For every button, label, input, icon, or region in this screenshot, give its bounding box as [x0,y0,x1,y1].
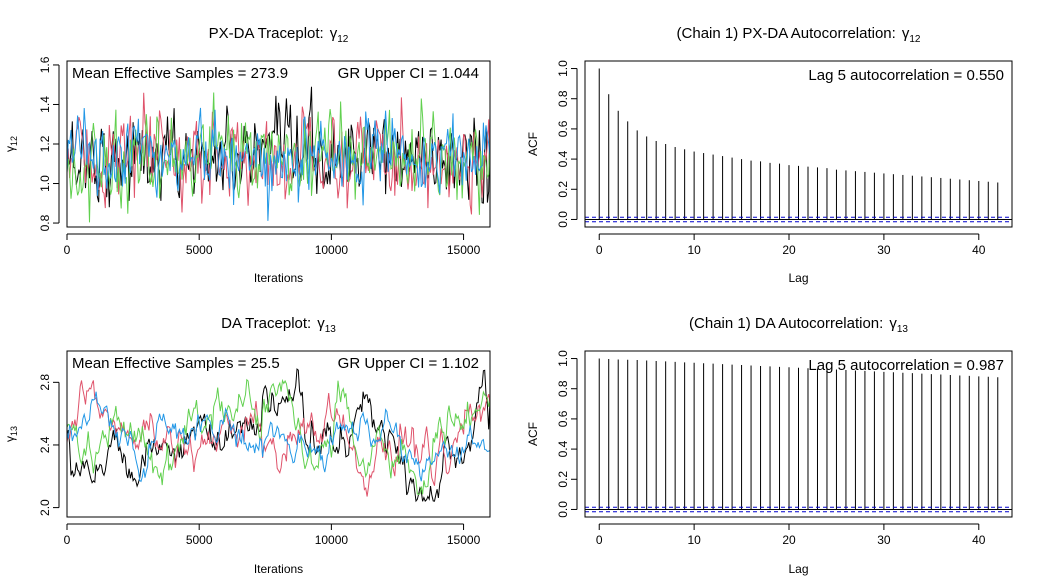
x-tick-label: 15000 [447,533,481,547]
lag5-autocorrelation-text: Lag 5 autocorrelation = 0.987 [808,357,1004,374]
x-tick-label: 5000 [186,533,213,547]
plot-frame [66,60,491,228]
y-tick-label: 0.6 [556,120,570,137]
y-tick-label: 1.2 [38,135,52,152]
title-symbol: γ [317,315,325,332]
y-tick-label: 0.0 [556,211,570,228]
x-tick-label: 0 [64,533,71,547]
y-tick-label: 0.2 [556,181,570,198]
chart-title: (Chain 1) PX-DA Autocorrelation: γ12 [677,25,921,45]
x-tick-label: 5000 [186,243,213,257]
chart-title: DA Traceplot: γ13 [221,315,336,335]
title-subscript: 12 [909,34,921,45]
y-tick-label: 0.2 [556,471,570,488]
panel-acf_da: (Chain 1) DA Autocorrelation: γ13 0 10 20 30 4… [526,315,1013,576]
x-tick-label: 20 [782,243,796,257]
gr-upper-ci-text: GR Upper CI = 1.044 [338,65,479,82]
x-tick-label: 40 [972,243,986,257]
y-tick-label: 1.4 [38,96,52,113]
trace-series-4 [66,107,491,221]
y-tick-label: 0.4 [556,440,570,457]
x-tick-label: 30 [877,533,891,547]
title-subscript: 13 [897,324,909,335]
y-tick-label: 2.4 [38,436,52,453]
y-tick-label: 0.8 [38,214,52,231]
y-axis-symbol: γ [3,146,17,152]
panel-acf_px_da: (Chain 1) PX-DA Autocorrelation: γ12 0 10 20… [526,25,1013,285]
trace-series-3 [66,378,491,496]
y-tick-label: 1.0 [556,350,570,367]
plot-frame [584,350,1013,518]
x-tick-label: 0 [596,533,603,547]
y-axis-subscript: 12 [9,136,19,146]
x-axis-label: Iterations [254,562,303,576]
trace-series-2 [66,380,491,497]
x-tick-label: 15000 [447,243,481,257]
y-axis-label: ACF [526,132,540,156]
x-tick-label: 10000 [315,533,349,547]
y-axis-label: ACF [526,422,540,446]
trace-series-4 [66,391,491,483]
x-axis-label: Lag [788,562,808,576]
trace-series-1 [66,368,491,503]
y-tick-label: 2.8 [38,374,52,391]
x-tick-label: 40 [972,533,986,547]
title-symbol: γ [889,315,897,332]
y-axis-label: γ12 [3,136,19,152]
chart-title: PX-DA Traceplot: γ12 [209,25,349,45]
gr-upper-ci-text: GR Upper CI = 1.102 [338,355,479,372]
y-tick-label: 2.0 [38,499,52,516]
title-subscript: 13 [325,324,337,335]
chart-title-text: PX-DA Traceplot: [209,25,324,42]
y-tick-label: 0.8 [556,90,570,107]
y-tick-label: 0.6 [556,410,570,427]
chart-title-text: (Chain 1) DA Autocorrelation: [689,315,883,332]
chart-title: (Chain 1) DA Autocorrelation: γ13 [689,315,908,335]
x-tick-label: 20 [782,533,796,547]
plot-frame [66,350,491,518]
y-tick-label: 1.6 [38,56,52,73]
x-tick-label: 0 [596,243,603,257]
x-tick-label: 10 [687,243,701,257]
x-axis-label: Lag [788,271,808,285]
mean-effective-samples-text: Mean Effective Samples = 273.9 [72,65,288,82]
x-tick-label: 10 [687,533,701,547]
y-axis-symbol: γ [3,436,17,442]
mean-effective-samples-text: Mean Effective Samples = 25.5 [72,355,280,372]
x-tick-label: 30 [877,243,891,257]
y-tick-label: 1.0 [38,175,52,192]
y-tick-label: 0.4 [556,150,570,167]
y-tick-label: 0.8 [556,380,570,397]
title-symbol: γ [902,25,910,42]
y-axis-label: γ13 [3,426,19,442]
plot-frame [584,60,1013,228]
title-subscript: 12 [337,34,349,45]
x-axis-label: Iterations [254,271,303,285]
y-tick-label: 0.0 [556,501,570,518]
y-axis-subscript: 13 [9,426,19,436]
x-tick-label: 0 [64,243,71,257]
title-symbol: γ [330,25,338,42]
x-tick-label: 10000 [315,243,349,257]
y-tick-label: 1.0 [556,60,570,77]
trace-series-3 [66,92,491,223]
chart-title-text: (Chain 1) PX-DA Autocorrelation: [677,25,896,42]
chart-title-text: DA Traceplot: [221,315,311,332]
lag5-autocorrelation-text: Lag 5 autocorrelation = 0.550 [808,67,1004,84]
